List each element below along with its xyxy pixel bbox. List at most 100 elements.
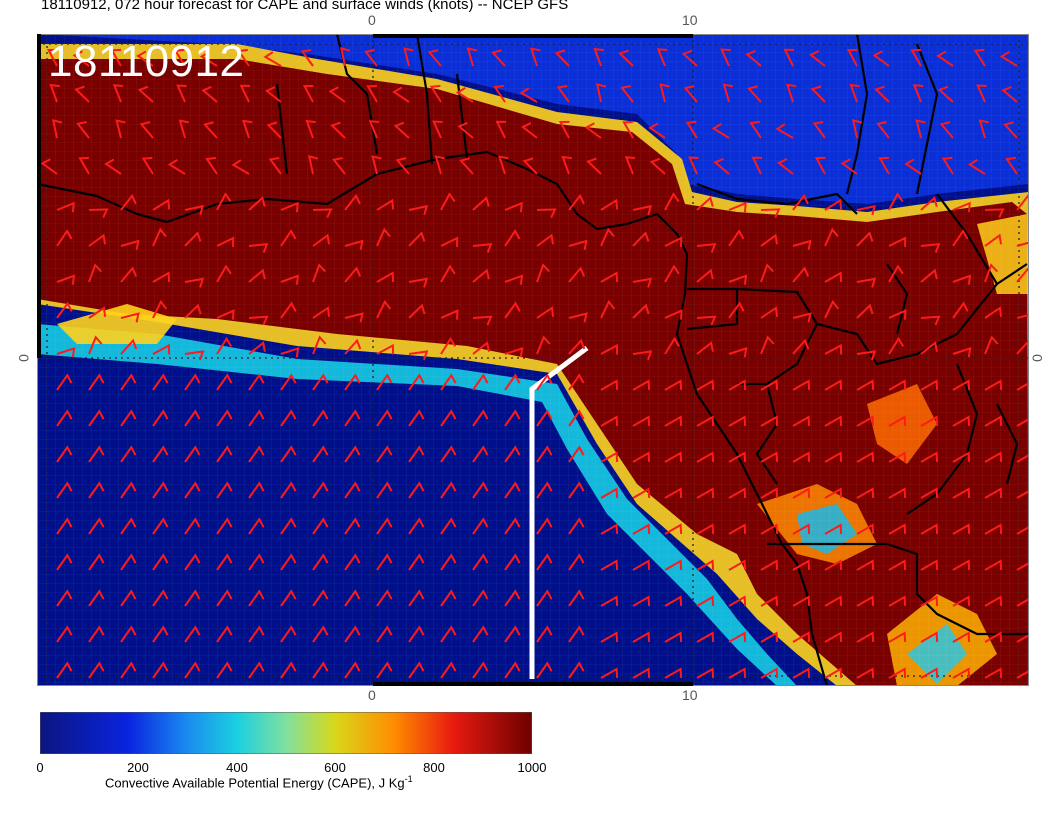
- wind-barb: [785, 83, 797, 103]
- wind-barb: [920, 595, 939, 607]
- wind-barb: [312, 661, 329, 679]
- wind-barb: [720, 48, 731, 67]
- wind-barb: [56, 481, 73, 499]
- wind-barb: [139, 121, 154, 139]
- wind-barb: [568, 553, 585, 571]
- wind-barb: [984, 631, 1003, 643]
- wind-barb: [427, 49, 442, 67]
- wind-barb: [216, 589, 233, 607]
- wind-barb: [216, 236, 235, 248]
- wind-barb: [856, 667, 875, 679]
- colorbar-tick-400: 400: [226, 760, 248, 775]
- wind-barb: [504, 373, 521, 391]
- wind-barb: [167, 158, 186, 175]
- wind-barb: [88, 517, 105, 535]
- wind-barb: [632, 231, 650, 247]
- wind-barb: [339, 47, 351, 67]
- wind-barb: [120, 445, 137, 463]
- wind-barb: [536, 661, 553, 679]
- wind-barb: [728, 415, 747, 427]
- wind-barb: [967, 158, 986, 175]
- wind-barb: [136, 50, 154, 67]
- wind-barb: [792, 266, 810, 283]
- wind-barb: [56, 301, 73, 319]
- wind-barb: [376, 661, 393, 679]
- wind-barb: [504, 661, 521, 679]
- wind-barb: [683, 85, 698, 103]
- wind-barb: [600, 343, 619, 355]
- wind-barb: [824, 299, 840, 319]
- wind-barb: [280, 373, 297, 391]
- wind-barb: [248, 268, 266, 283]
- wind-barb: [248, 242, 269, 253]
- wind-barb: [536, 373, 553, 391]
- wind-barb: [280, 517, 297, 535]
- wind-barb: [184, 231, 202, 247]
- wind-barb: [216, 553, 233, 571]
- wind-barb: [688, 156, 699, 175]
- wind-barb: [1016, 415, 1029, 427]
- wind-barb: [472, 315, 493, 326]
- wind-barb: [332, 157, 346, 175]
- wind-barb: [88, 409, 105, 427]
- wind-barb: [824, 379, 843, 391]
- wind-barb: [939, 121, 954, 139]
- wind-barb: [952, 523, 971, 535]
- wind-barb: [920, 268, 938, 283]
- wind-barb: [568, 312, 588, 323]
- wind-barb: [760, 233, 779, 247]
- wind-barb: [239, 84, 251, 103]
- wind-barb: [408, 204, 428, 216]
- wind-barb: [1016, 559, 1029, 571]
- wind-barb: [472, 661, 489, 679]
- wind-barb: [1003, 121, 1018, 139]
- wind-barb: [632, 350, 653, 361]
- wind-barb: [364, 49, 378, 67]
- wind-barb: [56, 517, 73, 535]
- wind-barb: [88, 233, 107, 247]
- wind-barb: [472, 517, 489, 535]
- wind-barb: [664, 559, 683, 571]
- wind-barb: [120, 373, 137, 391]
- wind-barb: [466, 47, 478, 67]
- wind-barb: [600, 631, 619, 643]
- wind-barb: [722, 83, 734, 103]
- wind-barb: [792, 595, 811, 607]
- wind-barb: [760, 667, 779, 679]
- wind-barb: [568, 517, 585, 535]
- wind-barb: [1016, 338, 1029, 355]
- wind-barb: [504, 229, 521, 247]
- wind-barb: [846, 48, 858, 67]
- wind-barb: [248, 625, 265, 643]
- figure-title: 18110912, 072 hour forecast for CAPE and…: [41, 0, 569, 13]
- wind-barb: [88, 553, 105, 571]
- wind-barb: [440, 192, 456, 211]
- wind-barb: [536, 445, 553, 463]
- wind-barb: [632, 451, 651, 463]
- wind-barb: [152, 553, 169, 571]
- wind-barb: [56, 274, 76, 285]
- wind-barb: [184, 517, 201, 535]
- wind-barb: [312, 589, 329, 607]
- wind-barb: [504, 553, 521, 571]
- wind-barb: [472, 481, 489, 499]
- map-canvas: [37, 34, 1029, 686]
- wind-barb: [376, 445, 393, 463]
- wind-barb: [74, 85, 90, 103]
- wind-barb: [504, 481, 521, 499]
- wind-barb: [728, 487, 747, 499]
- wind-barb: [408, 350, 429, 361]
- wind-barb: [824, 595, 843, 607]
- wind-barb: [664, 667, 683, 679]
- wind-barb: [120, 312, 140, 323]
- wind-barb: [40, 158, 58, 175]
- wind-barb: [472, 196, 490, 211]
- wind-barb: [141, 156, 154, 175]
- wind-barb: [856, 451, 875, 463]
- wind-barb: [812, 120, 826, 139]
- wind-barb: [268, 156, 282, 175]
- wind-barb: [888, 523, 907, 535]
- wind-barb: [328, 86, 346, 103]
- wind-barb: [728, 201, 747, 213]
- colorbar-tick-0: 0: [36, 760, 44, 775]
